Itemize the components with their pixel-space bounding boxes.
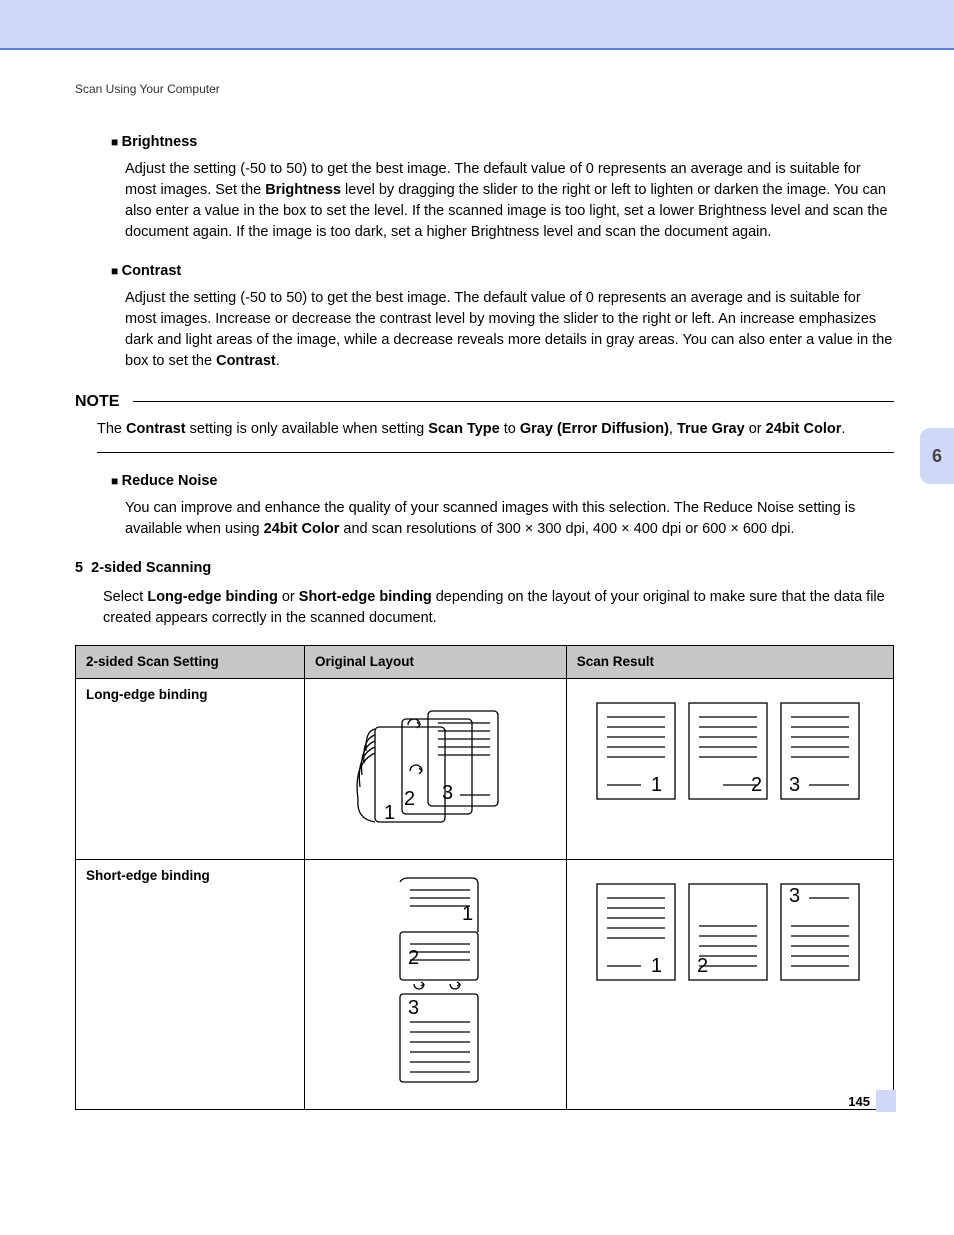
step-title: 2-sided Scanning [91,560,211,576]
text: . [841,421,845,437]
table-header-row: 2-sided Scan Setting Original Layout Sca… [76,646,894,679]
brightness-body: Adjust the setting (-50 to 50) to get th… [125,159,894,243]
text: to [500,421,520,437]
page-num: 1 [651,774,662,796]
table-header: 2-sided Scan Setting [76,646,305,679]
contrast-body: Adjust the setting (-50 to 50) to get th… [125,288,894,372]
text: or [745,421,766,437]
text: The [97,421,126,437]
page-number: 145 [848,1094,870,1109]
scan-result-cell: 1 2 3 [566,859,893,1110]
reduce-noise-heading: Reduce Noise [111,471,894,492]
text: . [276,353,280,369]
scan-result-cell: 1 2 3 [566,679,893,860]
text-bold: 24bit Color [264,521,340,537]
section-contrast: Contrast Adjust the setting (-50 to 50) … [111,261,894,372]
page-num: 2 [697,955,708,977]
chapter-tab: 6 [920,428,954,484]
reduce-noise-body: You can improve and enhance the quality … [125,498,894,540]
note-block: NOTE The Contrast setting is only availa… [75,390,894,453]
page-num: 2 [404,788,415,810]
step-number: 5 [75,560,83,576]
page-num: 1 [651,955,662,977]
table-row: Short-edge binding [76,859,894,1110]
text: , [669,421,677,437]
brightness-heading: Brightness [111,132,894,153]
table-header: Original Layout [305,646,567,679]
page-num: 3 [789,774,800,796]
setting-cell: Long-edge binding [76,679,305,860]
table-header: Scan Result [566,646,893,679]
note-rule-top [133,401,894,402]
section-brightness: Brightness Adjust the setting (-50 to 50… [111,132,894,243]
top-banner [0,0,954,48]
text-bold: True Gray [677,421,745,437]
page-number-bar [876,1090,896,1112]
page-num: 1 [462,903,473,925]
text-bold: Contrast [216,353,276,369]
text-bold: Gray (Error Diffusion) [520,421,669,437]
contrast-heading: Contrast [111,261,894,282]
long-edge-result-diagram: 1 2 3 [585,691,875,817]
text-bold: 24bit Color [766,421,842,437]
note-label: NOTE [75,390,119,413]
breadcrumb: Scan Using Your Computer [75,82,894,96]
note-body: The Contrast setting is only available w… [75,413,894,452]
page-num: 2 [408,947,419,969]
original-layout-cell: 1 2 3 [305,859,567,1110]
page-num: 3 [442,782,453,804]
scan-settings-table: 2-sided Scan Setting Original Layout Sca… [75,645,894,1110]
text: or [278,589,299,605]
section-2sided-body: Select Long-edge binding or Short-edge b… [103,587,894,629]
page-num: 2 [751,774,762,796]
setting-cell: Short-edge binding [76,859,305,1110]
table-row: Long-edge binding [76,679,894,860]
text-bold: Short-edge binding [299,589,432,605]
short-edge-result-diagram: 1 2 3 [585,872,875,998]
page-num: 1 [384,802,395,824]
page-number-region: 145 [848,1090,896,1112]
short-edge-original-diagram: 1 2 3 [360,872,510,1098]
long-edge-original-diagram: 1 2 3 [350,691,520,847]
page-num: 3 [408,997,419,1019]
text: setting is only available when setting [186,421,429,437]
section-reduce-noise: Reduce Noise You can improve and enhance… [111,471,894,540]
text-bold: Contrast [126,421,186,437]
text: Select [103,589,147,605]
text-bold: Long-edge binding [147,589,277,605]
page-num: 3 [789,885,800,907]
text: and scan resolutions of 300 × 300 dpi, 4… [339,521,794,537]
text-bold: Brightness [265,182,341,198]
note-rule-bottom [97,452,894,453]
section-2sided-heading: 5 2-sided Scanning [75,558,894,579]
original-layout-cell: 1 2 3 [305,679,567,860]
text-bold: Scan Type [428,421,499,437]
